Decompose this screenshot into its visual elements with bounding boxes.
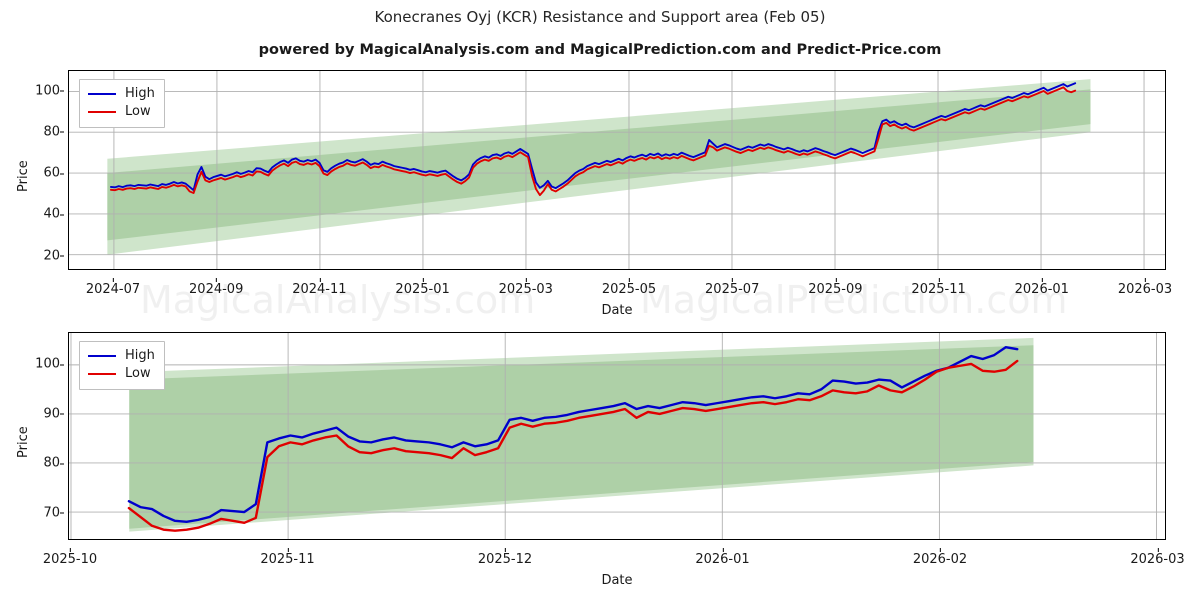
page-title: Konecranes Oyj (KCR) Resistance and Supp… [374,8,826,26]
x-axis-tick-mark [422,278,424,282]
x-axis-tick-label: 2025-01 [395,278,450,297]
y-axis-tick-label: 20 [43,248,64,263]
y-axis-tick-mark [60,512,64,514]
x-axis-tick-label: 2025-07 [705,278,759,297]
y-axis-tick-label: 100 [35,357,64,372]
chart-subtitle: powered by MagicalAnalysis.com and Magic… [258,42,942,58]
legend-label-low: Low [125,366,151,381]
top-chart-x-axis: 2024-07 2024-09 2024-11 2025-01 2025-03 2025-… [68,276,1172,297]
x-axis-tick-label: 2024-11 [292,278,347,297]
y-axis-tick-label: 80 [43,124,64,139]
series-line-low [109,86,1077,197]
x-axis-tick-label: 2025-12 [478,548,532,567]
series-line-high [127,346,1019,524]
bottom-chart-x-axis-label: Date [601,573,633,588]
x-axis-tick-mark [504,548,506,552]
y-axis-tick-mark [60,463,64,465]
x-axis-tick-label: 2026-03 [1118,278,1172,297]
bottom-chart-x-axis: 2025-10 2025-11 2025-12 2026-01 2026-02 2026-… [43,546,1185,567]
top-chart-y-axis-label: Price [16,160,31,192]
x-axis-tick-mark [1144,278,1146,282]
x-axis-tick-mark [69,548,71,552]
y-axis-tick-label: 90 [43,406,64,421]
legend-entry-high: High [88,347,155,365]
x-axis-tick-mark [628,278,630,282]
legend-label-high: High [125,348,155,363]
y-axis-tick-mark [60,214,64,216]
series-line-high [109,82,1077,192]
x-axis-tick-mark [216,278,218,282]
y-axis-tick-label: 100 [35,83,64,98]
legend-label-low: Low [125,104,151,119]
y-axis-tick-label: 40 [43,207,64,222]
bottom-chart-svg [69,333,1165,539]
x-axis-tick-mark [112,278,114,282]
y-axis-tick-mark [60,364,64,366]
legend-entry-high: High [88,85,155,103]
legend-swatch-low [88,111,116,113]
x-axis-tick-label: 2025-11 [260,548,315,567]
x-axis-tick-mark [1041,278,1043,282]
y-axis-tick-label: 80 [43,456,64,471]
series-line-low [127,359,1019,532]
x-axis-tick-label: 2025-03 [499,278,553,297]
x-axis-tick-mark [722,548,724,552]
support-resistance-band-inner [129,345,1034,529]
x-axis-tick-mark [835,278,837,282]
x-axis-tick-label: 2026-02 [913,548,967,567]
x-axis-tick-label: 2026-01 [695,548,750,567]
x-axis-tick-mark [525,278,527,282]
x-axis-tick-mark [732,278,734,282]
top-chart-clip [69,71,1165,269]
legend-swatch-high [88,355,116,357]
top-chart-legend: High Low [79,79,165,128]
y-axis-tick-mark [60,413,64,415]
x-axis-tick-mark [939,548,941,552]
bottom-chart-plot-area [68,332,1166,540]
bottom-chart-y-axis-label: Price [16,426,31,458]
x-axis-tick-label: 2025-09 [808,278,863,297]
y-axis-tick-label: 60 [43,166,64,181]
x-axis-tick-label: 2025-05 [602,278,656,297]
x-axis-tick-label: 2024-09 [189,278,243,297]
x-axis-tick-label: 2026-01 [1015,278,1069,297]
bottom-chart-legend: High Low [79,341,165,390]
x-axis-tick-label: 2024-07 [86,278,140,297]
top-chart-y-axis: 20 40 60 80 100 [4,70,64,270]
y-axis-tick-mark [60,131,64,133]
x-axis-tick-label: 2025-10 [43,548,97,567]
top-chart-x-axis-label: Date [601,303,633,318]
y-axis-tick-mark [60,173,64,175]
legend-entry-low: Low [88,365,155,383]
bottom-chart-clip [69,333,1165,539]
x-axis-tick-mark [319,278,321,282]
x-axis-tick-mark [287,548,289,552]
x-axis-tick-mark [938,278,940,282]
bottom-chart-y-axis: 70 80 90 100 [4,332,64,540]
legend-label-high: High [125,86,155,101]
y-axis-tick-mark [60,255,64,257]
x-axis-tick-mark [1157,548,1159,552]
x-axis-tick-label: 2026-03 [1130,548,1185,567]
legend-entry-low: Low [88,103,155,121]
y-axis-tick-label: 70 [43,505,64,520]
legend-swatch-high [88,93,116,95]
y-axis-tick-mark [60,90,64,92]
x-axis-tick-label: 2025-11 [911,278,966,297]
top-chart-svg [69,71,1165,269]
legend-swatch-low [88,373,116,375]
top-chart-plot-area [68,70,1166,270]
